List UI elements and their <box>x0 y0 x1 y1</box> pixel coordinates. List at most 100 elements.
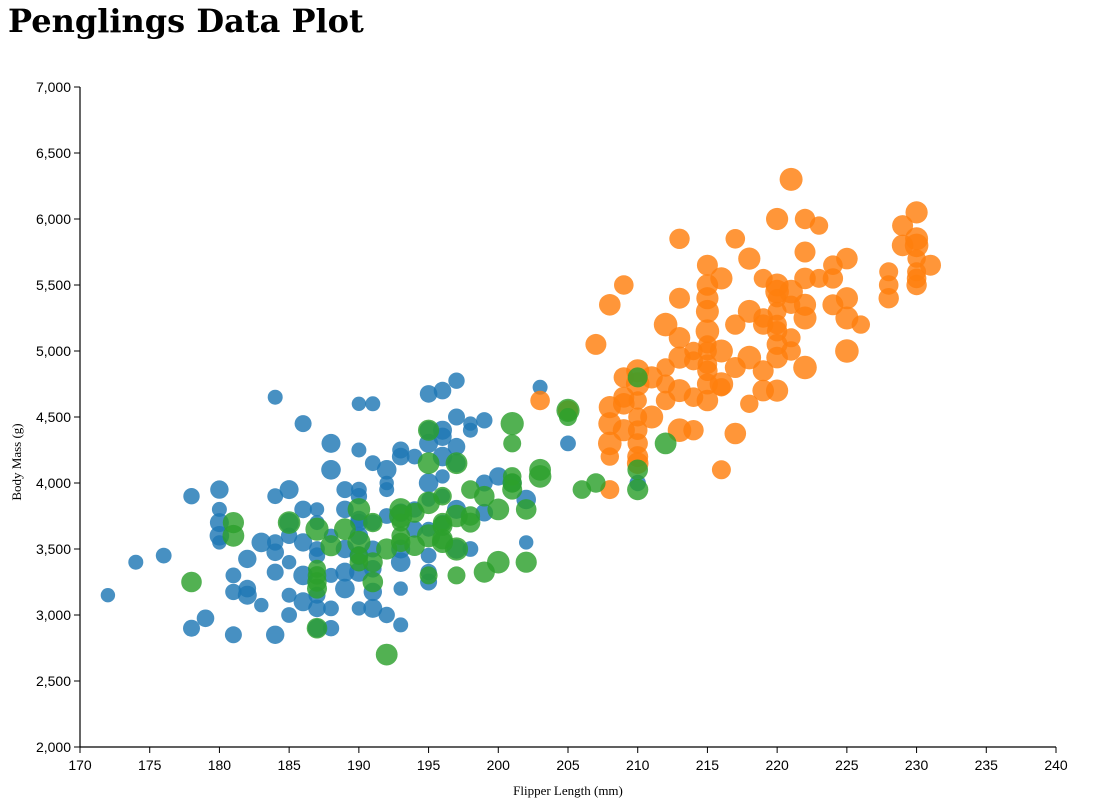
data-point <box>586 473 606 493</box>
data-point <box>500 412 524 436</box>
data-point <box>225 583 242 601</box>
data-point <box>308 547 326 564</box>
x-tick-label: 190 <box>347 757 371 773</box>
data-point <box>487 550 510 574</box>
data-point <box>418 473 439 493</box>
x-tick-label: 210 <box>626 757 650 773</box>
data-point <box>391 513 410 532</box>
data-point <box>905 201 928 224</box>
data-point <box>515 499 537 520</box>
data-point <box>503 434 522 453</box>
data-point <box>266 625 285 644</box>
data-point <box>460 512 481 533</box>
x-tick-label: 170 <box>68 757 92 773</box>
series-2 <box>181 367 677 666</box>
data-point <box>419 566 438 585</box>
data-point <box>502 479 523 500</box>
data-point <box>364 455 381 472</box>
x-tick-label: 175 <box>138 757 162 773</box>
data-point <box>614 275 634 295</box>
data-point <box>683 420 704 441</box>
data-point <box>222 524 245 547</box>
x-tick-label: 180 <box>208 757 232 773</box>
x-tick-label: 235 <box>975 757 999 773</box>
data-point <box>277 511 301 534</box>
data-point <box>668 327 691 349</box>
data-point <box>307 578 327 599</box>
data-point <box>474 485 495 507</box>
data-point <box>725 314 746 335</box>
data-point <box>224 626 242 644</box>
data-point <box>766 207 789 231</box>
data-point <box>349 552 369 572</box>
data-point <box>378 606 395 624</box>
data-point <box>711 460 731 480</box>
data-point <box>393 581 408 596</box>
data-point <box>363 598 383 618</box>
data-point <box>225 567 242 584</box>
data-point <box>433 381 452 400</box>
data-point <box>183 488 200 505</box>
series-1 <box>530 167 941 500</box>
data-point <box>351 442 367 458</box>
x-tick-label: 240 <box>1044 757 1068 773</box>
data-point <box>462 422 478 438</box>
data-point <box>335 578 355 599</box>
y-tick-label: 2,500 <box>36 673 71 689</box>
data-point <box>906 274 927 296</box>
data-point <box>487 498 510 521</box>
data-point <box>835 287 859 310</box>
data-point <box>375 643 398 666</box>
data-point <box>308 599 326 618</box>
data-point <box>266 543 285 562</box>
data-point <box>210 480 229 499</box>
data-point <box>448 408 465 426</box>
page-title: Penglings Data Plot <box>8 2 364 40</box>
data-point <box>251 532 272 553</box>
data-point <box>669 287 690 309</box>
data-point <box>710 267 733 290</box>
data-point <box>294 415 312 433</box>
x-tick-label: 195 <box>417 757 441 773</box>
data-point <box>435 469 450 484</box>
data-point <box>725 229 746 249</box>
y-axis-label: Body Mass (g) <box>9 423 24 500</box>
y-tick-label: 4,000 <box>36 475 71 491</box>
data-point <box>559 408 577 426</box>
y-tick-label: 6,000 <box>36 211 71 227</box>
data-point <box>793 306 817 330</box>
x-axis: 170 175 180 185 190 195 200 205 210 215 220 225 230 2… <box>68 746 1068 773</box>
y-tick-label: 5,500 <box>36 277 71 293</box>
data-point <box>196 609 215 628</box>
data-point <box>417 452 440 475</box>
x-tick-label: 205 <box>556 757 580 773</box>
data-point <box>376 460 397 480</box>
data-point <box>809 268 829 288</box>
data-point <box>379 482 395 498</box>
data-point <box>519 535 534 550</box>
data-point <box>100 588 116 603</box>
data-point <box>793 355 817 380</box>
data-point <box>267 389 283 405</box>
data-point <box>740 394 759 413</box>
data-point <box>393 617 409 633</box>
data-point <box>794 241 816 263</box>
data-point <box>211 501 227 517</box>
data-point <box>528 465 552 488</box>
data-point <box>155 547 172 564</box>
data-point <box>320 535 342 557</box>
data-point <box>128 554 144 570</box>
data-point <box>309 502 325 517</box>
data-point <box>835 339 859 363</box>
data-point <box>712 378 731 397</box>
data-point <box>627 479 649 501</box>
data-point <box>627 459 648 481</box>
data-point <box>293 533 313 552</box>
data-point <box>447 566 466 585</box>
data-point <box>653 312 678 337</box>
data-point <box>822 268 844 289</box>
x-tick-label: 185 <box>277 757 301 773</box>
data-point <box>254 597 269 613</box>
data-point <box>390 552 411 572</box>
data-point <box>599 294 621 316</box>
